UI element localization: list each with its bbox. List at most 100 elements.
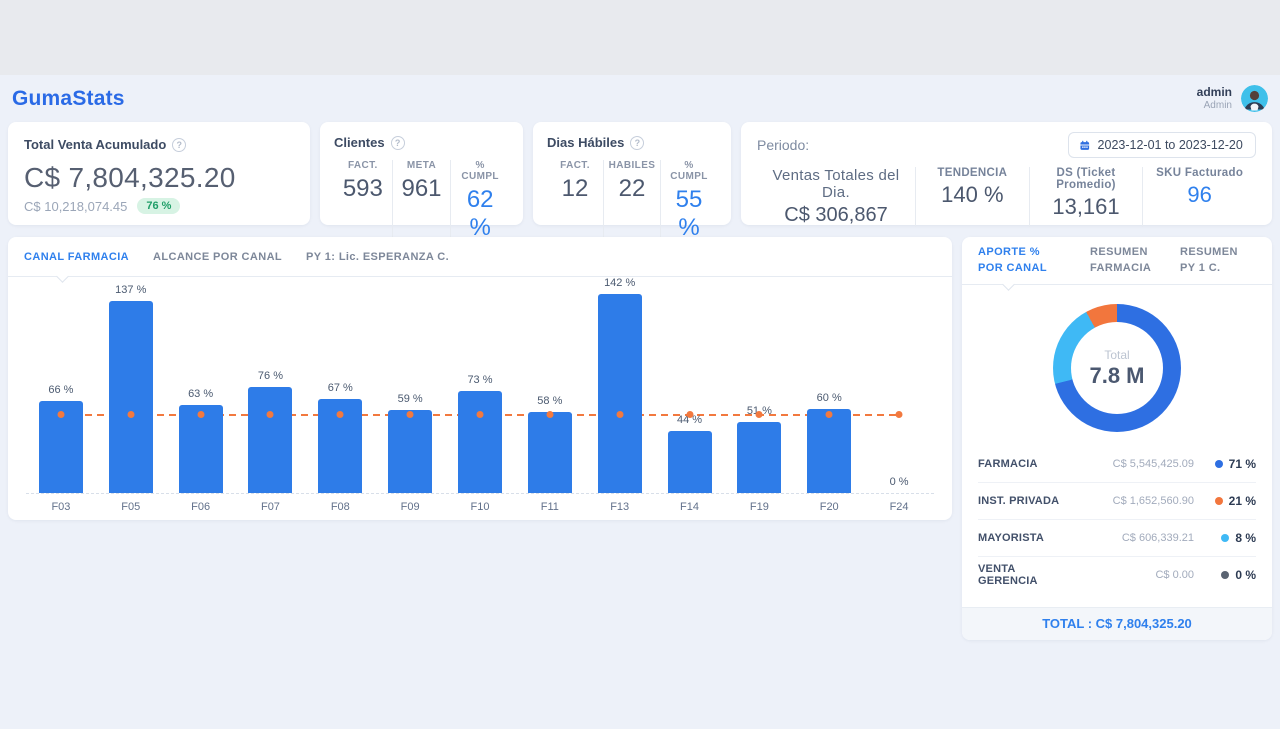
target-dot [57,411,65,418]
x-axis-label: F24 [889,501,909,513]
stat-label: Ventas Totales del Dia. [772,167,900,201]
avatar-image [1241,85,1268,112]
tab-canal-farmacia[interactable]: CANAL FARMACIA [24,250,130,263]
date-range-value[interactable] [1097,138,1245,152]
x-axis-label: F11 [540,501,559,513]
total-venta-value: C$ 7,804,325.20 [24,162,236,193]
stat-label: HABILES [608,160,656,171]
avatar[interactable] [1241,85,1268,112]
bar-column[interactable]: 44 % [655,282,725,493]
tab-resumen-py1[interactable]: RESUMEN PY 1 C. [1180,246,1238,274]
legend-row: INST. PRIVADA C$ 1,652,560.90 21 % [978,482,1256,519]
help-icon[interactable]: ? [630,135,645,150]
bar-value-label: 76 % [257,370,283,382]
bar-column[interactable]: 0 % [864,282,934,493]
stat-value: 55 % [675,186,703,241]
card-dias-title-text: Dias Hábiles [547,135,625,150]
x-axis-label: F10 [470,501,490,513]
stat-fact: FACT. 12 [547,160,603,242]
bar-column[interactable]: 137 % [96,282,166,493]
stat-ventas-dia: Ventas Totales del Dia. C$ 306,867 [757,167,915,227]
legend-amount: C$ 606,339.21 [1121,532,1194,544]
bar[interactable] [178,405,223,493]
bar[interactable] [667,431,712,493]
bar[interactable] [807,409,852,493]
tab-resumen-farmacia[interactable]: RESUMEN FARMACIA [1090,246,1152,274]
stat-label: TENDENCIA [937,167,1008,179]
user-role: Admin [1203,99,1232,111]
desktop-background [0,0,1280,75]
bar[interactable] [527,412,572,493]
dias-stats: FACT. 12 HABILES 22 % CUMPL 55 % [547,160,717,242]
user-menu[interactable]: admin Admin [1197,85,1268,112]
legend-name: INST. PRIVADA [978,495,1060,507]
tab-alcance-por-canal[interactable]: ALCANCE POR CANAL [153,250,283,263]
legend-name: MAYORISTA [978,532,1044,544]
target-dot [755,411,763,418]
card-total-title: Total Venta Acumulado ? [24,137,294,152]
bar-column[interactable]: 60 % [794,282,864,493]
channel-legend-table: FARMACIA C$ 5,545,425.09 71 % INST. PRIVADA… [962,445,1272,593]
periodo-title: Periodo: [757,137,810,153]
bar-value-label: 44 % [676,414,703,426]
legend-pct: 0 % [1235,568,1256,582]
bar-column[interactable]: 67 % [305,282,375,493]
bar-column[interactable]: 58 % [515,282,585,493]
user-name: admin [1196,85,1232,100]
bar-value-label: 59 % [397,393,423,405]
bar-column[interactable]: 66 % [26,282,96,493]
bar-column[interactable]: 63 % [166,282,236,493]
stat-label: % CUMPL [461,160,499,182]
help-icon[interactable]: ? [172,137,187,152]
bar[interactable] [737,422,782,493]
card-clientes: Clientes ? FACT. 593 META 961 % CUMPL 62… [320,122,523,242]
chart-tabs: CANAL FARMACIA ALCANCE POR CANAL PY 1: L… [8,237,952,283]
bar-chart-card: CANAL FARMACIA ALCANCE POR CANAL PY 1: L… [8,237,952,520]
legend-pct: 8 % [1235,531,1256,545]
bar-value-label: 142 % [604,277,636,289]
bar[interactable] [108,301,153,493]
x-axis-label: F08 [330,501,350,513]
stat-sku-facturado: SKU Facturado 96 [1142,167,1256,227]
bar-value-label: 66 % [48,384,74,396]
bar-column[interactable]: 76 % [236,282,306,493]
stat-value: 12 [561,175,589,202]
x-axis-label: F19 [749,501,769,513]
bar[interactable] [248,387,293,493]
bar-value-label: 73 % [467,374,493,386]
donut-center-value: 7.8 M [1089,362,1145,388]
stat-habiles: HABILES 22 [603,160,660,242]
target-dot [476,411,484,418]
stat-label: SKU Facturado [1156,167,1244,179]
help-icon[interactable]: ? [390,135,405,150]
bar[interactable] [388,410,433,493]
stat-tendencia: TENDENCIA 140 % [914,167,1029,227]
legend-dot [1221,534,1230,542]
stat-value: C$ 306,867 [784,204,888,226]
stat-label: % CUMPL [670,160,708,182]
bar[interactable] [457,391,502,493]
card-dias-habiles: Dias Hábiles ? FACT. 12 HABILES 22 % CUM… [533,122,731,242]
bar-value-label: 67 % [327,382,353,394]
bar-column[interactable]: 51 % [724,282,794,493]
x-axis-label: F13 [610,501,630,513]
legend-amount: C$ 5,545,425.09 [1112,457,1194,470]
kpi-cards-row: Total Venta Acumulado ? C$ 7,804,325.20 … [8,122,1272,242]
card-total-venta: Total Venta Acumulado ? C$ 7,804,325.20 … [8,122,310,225]
card-dias-title: Dias Hábiles ? [547,135,717,150]
cumplimiento-badge: 76 % [137,198,181,214]
bar-column[interactable]: 59 % [375,282,445,493]
tab-aporte-por-canal[interactable]: APORTE % POR CANAL [978,246,1047,274]
tab-py1-esperanza[interactable]: PY 1: Lic. ESPERANZA C. [306,250,450,263]
bar-column[interactable]: 142 % [585,277,655,493]
calendar-icon [1080,140,1090,150]
bar-column[interactable]: 73 % [445,282,515,493]
target-dot [616,411,624,418]
date-range-input[interactable] [1068,132,1256,158]
donut-chart[interactable]: Total 7.8 M [1053,304,1181,432]
bar[interactable] [597,294,642,493]
legend-row: MAYORISTA C$ 606,339.21 8 % [978,519,1256,556]
legend-pct: 21 % [1228,494,1256,508]
target-dot [406,411,414,418]
card-total-title-text: Total Venta Acumulado [24,137,167,152]
